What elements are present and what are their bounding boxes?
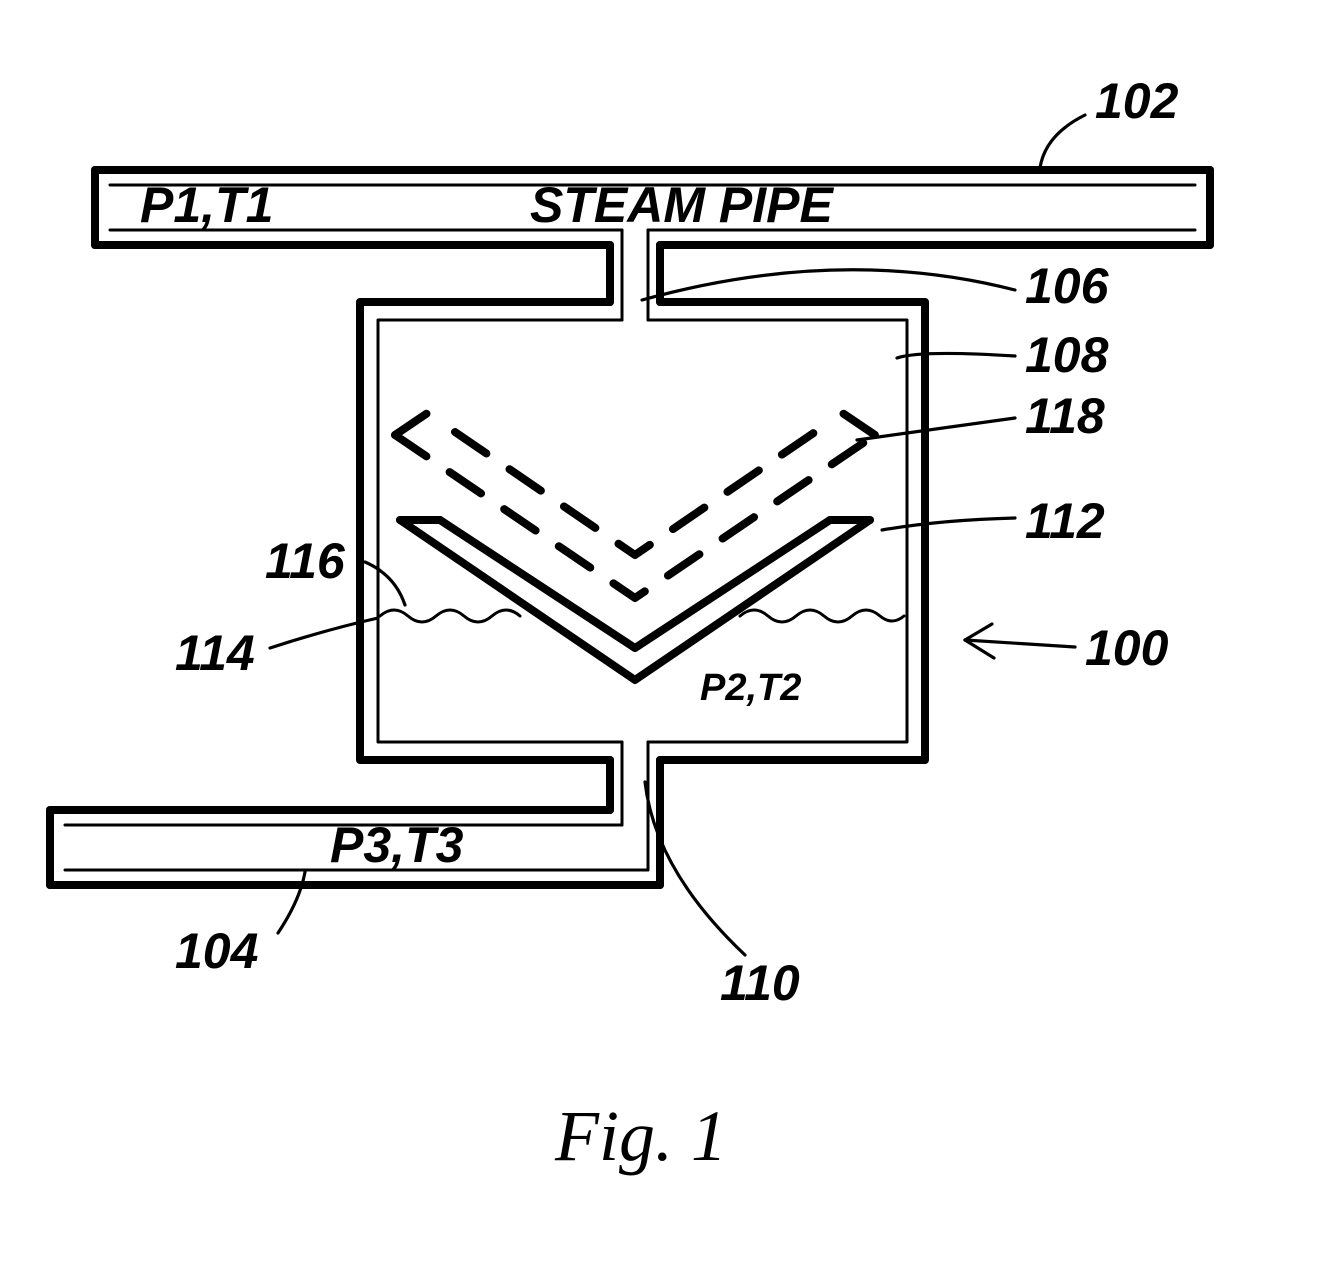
text-labels: STEAM PIPE P1,T1 P2,T2 P3,T3 100 102 104… xyxy=(140,73,1179,1176)
p3t3-label: P3,T3 xyxy=(330,817,464,873)
ref-108: 108 xyxy=(1025,327,1109,383)
downcomer-top xyxy=(610,230,660,320)
ref-102: 102 xyxy=(1095,73,1179,129)
ref-116: 116 xyxy=(265,533,346,589)
figure-caption: Fig. 1 xyxy=(554,1096,727,1176)
steam-pipe-label: STEAM PIPE xyxy=(530,177,834,233)
water-level xyxy=(380,610,904,622)
diagram: STEAM PIPE P1,T1 P2,T2 P3,T3 100 102 104… xyxy=(0,0,1333,1286)
ref-114: 114 xyxy=(175,625,255,681)
p2t2-label: P2,T2 xyxy=(700,667,801,709)
ref-106: 106 xyxy=(1025,258,1110,314)
ref-110: 110 xyxy=(720,955,800,1011)
ref-100: 100 xyxy=(1085,620,1169,676)
ref-118: 118 xyxy=(1025,388,1105,444)
ref-104: 104 xyxy=(175,923,258,979)
trap-chamber xyxy=(360,302,925,760)
p1t1-label: P1,T1 xyxy=(140,177,273,233)
ref-112: 112 xyxy=(1025,493,1105,549)
